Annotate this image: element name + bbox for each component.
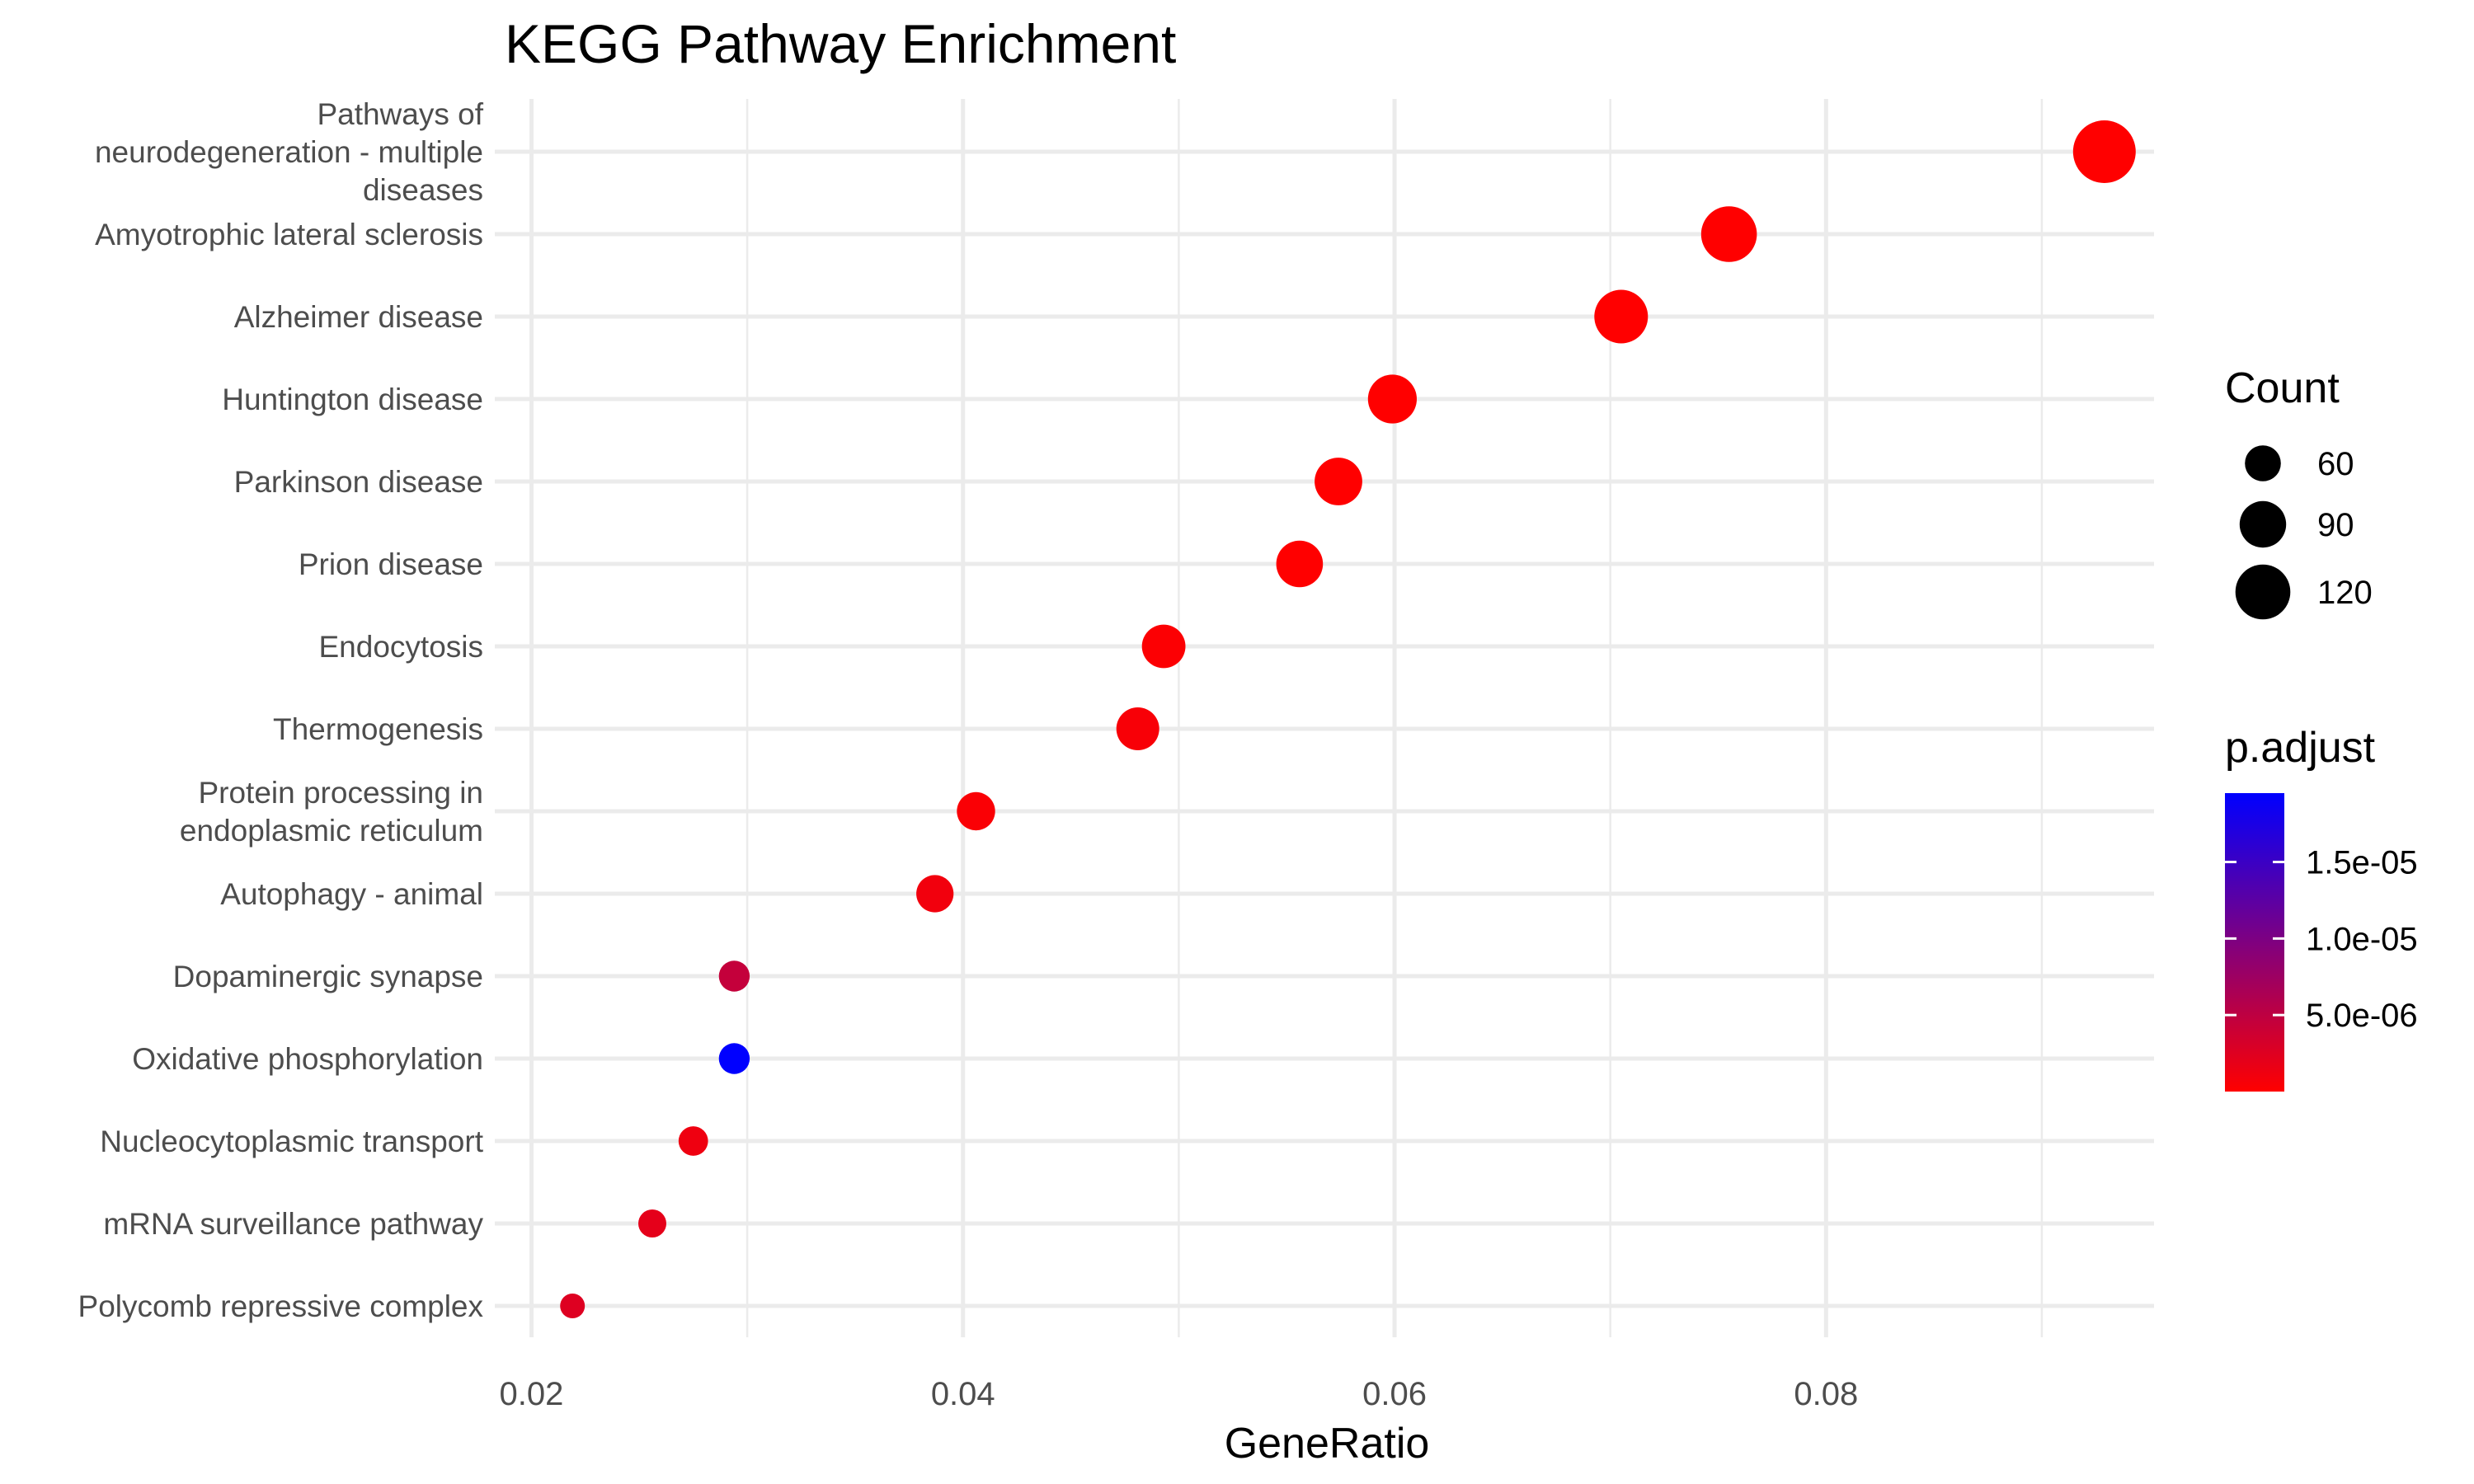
- data-point: [560, 1294, 586, 1318]
- p-adjust-legend-title: p.adjust: [2225, 724, 2376, 772]
- y-tick-label: Dopaminergic synapse: [173, 960, 483, 993]
- p-adjust-legend-label: 1.0e-05: [2306, 921, 2418, 957]
- data-point: [1367, 374, 1417, 424]
- data-point: [718, 1043, 750, 1074]
- y-tick-label: Alzheimer disease: [234, 300, 483, 334]
- data-point: [957, 791, 995, 831]
- p-adjust-colorbar: [2225, 793, 2284, 1092]
- data-point: [1315, 458, 1362, 505]
- data-point: [718, 960, 750, 992]
- p-adjust-legend-label: 5.0e-06: [2306, 998, 2418, 1034]
- x-tick-label: 0.04: [931, 1376, 995, 1412]
- x-tick-labels: 0.02 0.04 0.06 0.08: [500, 1376, 1859, 1412]
- y-tick-label: Autophagy - animal: [220, 877, 483, 911]
- y-tick-label: Protein processing in endoplasmic reticul…: [180, 776, 483, 848]
- y-tick-label: mRNA surveillance pathway: [103, 1207, 483, 1241]
- count-legend-label: 60: [2317, 446, 2354, 482]
- p-adjust-legend-label: 1.5e-05: [2306, 845, 2418, 881]
- count-legend: Count 60 90 120: [2225, 364, 2373, 620]
- y-tick-labels: Pathways of neurodegeneration - multiple d…: [78, 97, 484, 1323]
- data-point: [1276, 540, 1324, 588]
- y-tick-label: Huntington disease: [222, 383, 483, 416]
- y-tick-label: Prion disease: [299, 547, 483, 581]
- count-legend-label: 120: [2317, 575, 2373, 611]
- y-tick-label: Parkinson disease: [234, 465, 483, 499]
- y-tick-label: Pathways of neurodegeneration - multiple d…: [95, 97, 484, 207]
- count-legend-key: [2245, 445, 2281, 481]
- y-tick-label: Thermogenesis: [273, 712, 483, 746]
- y-tick-label: Oxidative phosphorylation: [132, 1042, 483, 1076]
- x-axis-title: GeneRatio: [1225, 1420, 1430, 1468]
- y-tick-label: Nucleocytoplasmic transport: [100, 1125, 483, 1158]
- data-point: [1594, 289, 1649, 344]
- data-point: [1700, 206, 1757, 262]
- data-point: [1116, 707, 1159, 750]
- y-tick-label: Endocytosis: [319, 630, 484, 664]
- y-tick-label: Polycomb repressive complex: [78, 1289, 484, 1323]
- x-tick-label: 0.06: [1362, 1376, 1427, 1412]
- data-point: [916, 875, 954, 913]
- count-legend-label: 90: [2317, 507, 2354, 543]
- y-tick-label: Amyotrophic lateral sclerosis: [95, 218, 483, 251]
- data-point: [678, 1126, 708, 1156]
- p-adjust-legend: p.adjust 5.0e-06 1.0e-05 1.5e-05: [2225, 724, 2418, 1092]
- x-tick-label: 0.02: [500, 1376, 564, 1412]
- count-legend-title: Count: [2225, 364, 2340, 412]
- x-tick-label: 0.08: [1794, 1376, 1858, 1412]
- data-point: [2072, 120, 2136, 183]
- count-legend-key: [2235, 564, 2291, 620]
- data-point: [1141, 624, 1186, 669]
- data-points: [560, 120, 2136, 1318]
- data-point: [638, 1209, 666, 1237]
- grid-layer: [495, 99, 2154, 1337]
- count-legend-key: [2239, 500, 2287, 548]
- chart-title: KEGG Pathway Enrichment: [505, 13, 1176, 74]
